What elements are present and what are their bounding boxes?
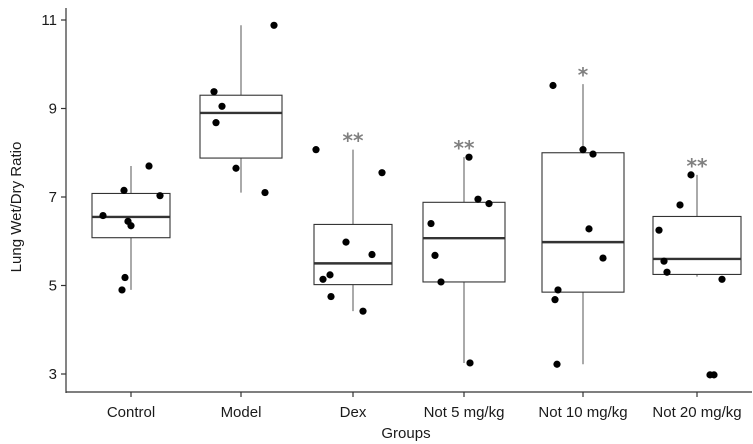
data-point [378,169,386,177]
data-point [120,186,128,194]
box [422,201,506,283]
data-point [663,268,671,276]
data-point [589,150,597,158]
x-tick-label: Not 20 mg/kg [652,404,741,421]
box-group: ** Dex [312,129,393,421]
significance-marker: * [578,63,589,87]
data-point [232,164,240,172]
data-point [676,201,684,209]
data-point [465,153,473,161]
box [313,223,393,286]
data-point [261,188,269,197]
x-tick-label: Control [107,404,155,421]
x-tick-label: Not 10 mg/kg [538,404,627,421]
data-point [551,296,559,304]
box [652,215,742,275]
significance-marker: ** [454,136,475,160]
data-point [553,360,561,368]
box [541,152,625,293]
box-group: Model [199,21,283,421]
data-point [466,359,474,367]
data-point [342,238,350,246]
box-group: ** Not 5 mg/kg [422,136,506,421]
data-point [270,21,278,29]
box-group: * Not 10 mg/kg [538,63,627,421]
data-point [718,275,726,283]
data-point [118,286,126,294]
data-point [599,254,607,262]
data-point [474,195,482,203]
box-group: ** Not 20 mg/kg [652,154,741,421]
x-tick-label: Dex [340,404,367,421]
data-point [431,251,439,260]
data-point [549,81,557,90]
data-point [319,275,327,283]
data-point [687,171,695,179]
y-tick-label: 9 [49,101,57,118]
data-point [710,371,718,379]
data-point [127,222,135,230]
data-point [437,278,445,286]
data-point [218,102,226,110]
data-point [579,146,587,154]
data-point [660,257,668,265]
data-point [99,211,107,220]
box [199,94,283,159]
x-tick-label: Not 5 mg/kg [424,404,505,421]
data-point [485,200,493,208]
data-point [121,273,129,282]
significance-marker: ** [343,129,364,153]
plot-area: 3 5 7 9 11 Control Model ** Dex ** Not 5 mg/kg * Not… [41,8,752,421]
data-point [312,146,320,154]
significance-marker: ** [687,154,708,178]
data-point [359,307,367,315]
y-tick-label: 7 [49,189,57,206]
data-point [368,250,376,259]
y-tick-label: 3 [49,366,57,383]
y-axis-title: Lung Wet/Dry Ratio [8,142,25,273]
x-tick-label: Model [221,404,262,421]
data-point [326,271,334,279]
data-point [156,192,164,200]
data-point [655,226,663,234]
x-axis-title: Groups [381,425,430,442]
box-group: Control [91,162,171,421]
data-point [212,119,220,127]
y-tick-label: 5 [49,278,57,295]
data-point [427,219,435,228]
data-point [585,225,593,233]
data-point [327,292,335,301]
data-point [210,88,218,96]
y-tick-label: 11 [41,12,57,29]
data-point [554,286,562,294]
data-point [145,162,153,170]
